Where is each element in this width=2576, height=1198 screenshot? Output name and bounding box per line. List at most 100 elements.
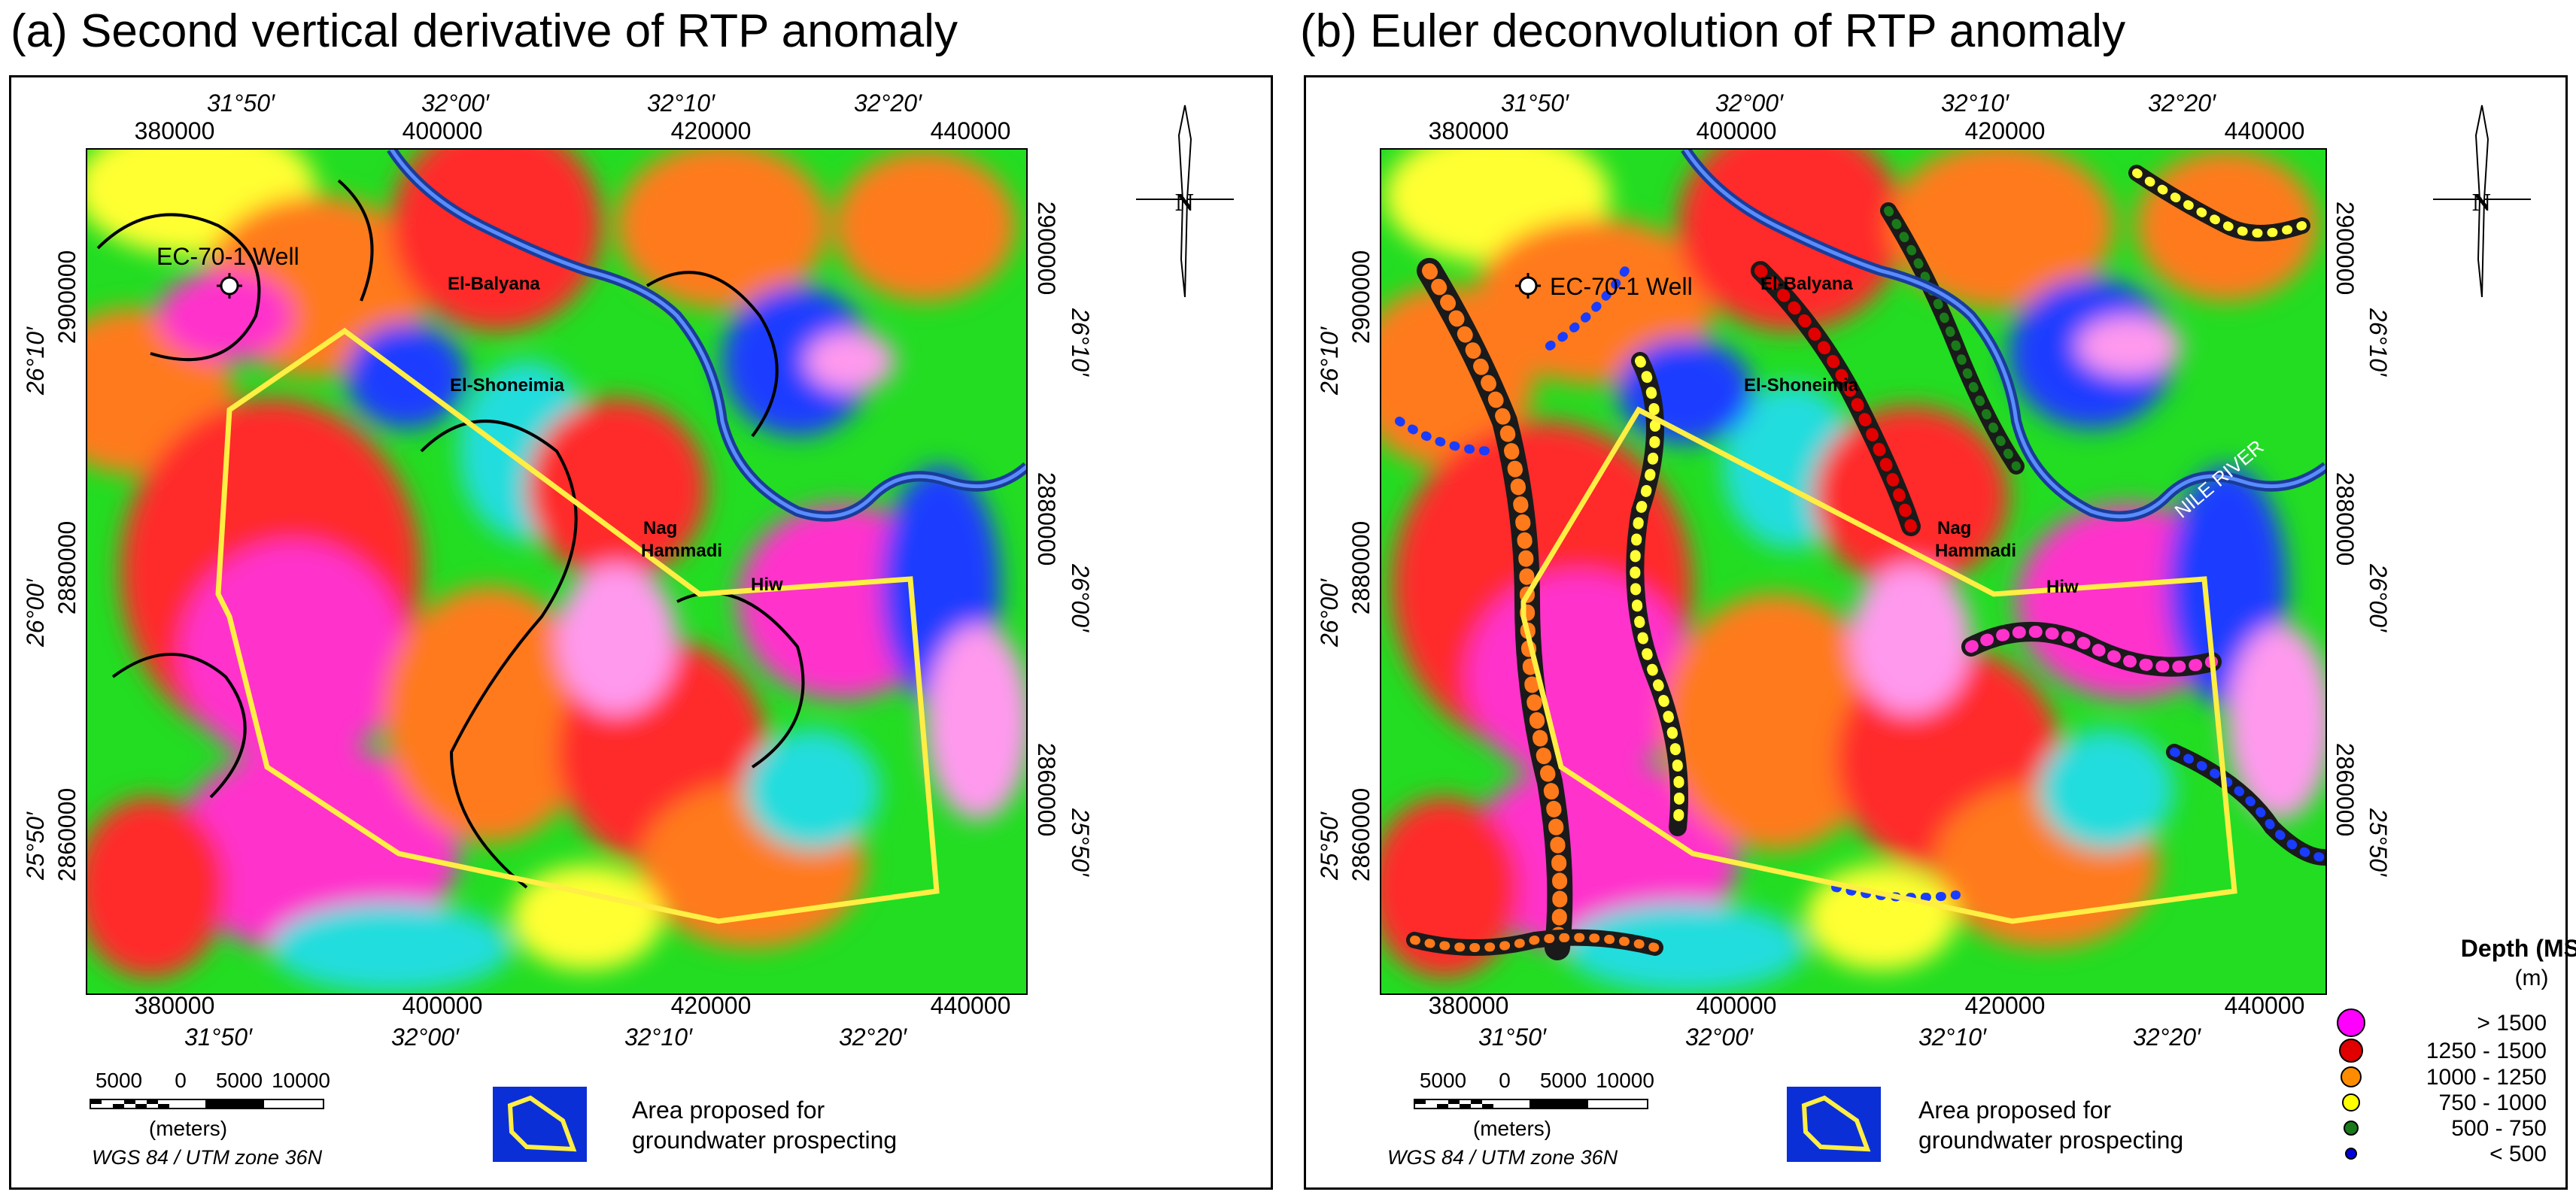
- top-lon-b-1: 31°50′: [1501, 89, 1569, 117]
- scale-b-label-2: 0: [1499, 1069, 1511, 1092]
- top-lon-b-2: 32°00′: [1715, 89, 1784, 117]
- legend-area-a-line2: groundwater prospecting: [632, 1127, 897, 1154]
- bottom-lon-b-3: 32°10′: [1918, 1024, 1987, 1051]
- scale-b-label-1: 5000: [1420, 1069, 1466, 1092]
- scale-a-label-1: 5000: [96, 1069, 142, 1092]
- well-symbol-b: [1515, 273, 1541, 299]
- bottom-lon-b-2: 32°00′: [1685, 1024, 1754, 1051]
- depth-legend-title: Depth (MSL): [2461, 935, 2576, 962]
- bottom-lon-a-4: 32°20′: [839, 1024, 907, 1051]
- bottom-east-b-4: 440000: [2225, 992, 2305, 1019]
- depth-class-4: 750 - 1000: [2439, 1090, 2547, 1115]
- euler-solutions: [1395, 165, 2326, 960]
- depth-class-6: < 500: [2489, 1142, 2547, 1166]
- left-lat-a-3: 25°50′: [22, 811, 49, 881]
- legend-area-symbol-a: [493, 1087, 587, 1162]
- legend-area-b-line1: Area proposed for: [1918, 1096, 2112, 1124]
- place-hammadi-b: Hammadi: [1935, 541, 2016, 561]
- place-balyana-b: El-Balyana: [1760, 274, 1853, 294]
- svg-text:N: N: [1175, 189, 1194, 217]
- left-north-b-3: 2860000: [1347, 788, 1375, 882]
- proposed-area-polygon-b: [1520, 406, 2237, 924]
- bottom-lon-b-4: 32°20′: [2133, 1024, 2201, 1051]
- bottom-east-a-4: 440000: [931, 992, 1011, 1019]
- right-lat-a-3: 25°50′: [1067, 808, 1094, 877]
- right-lat-b-1: 26°10′: [2365, 308, 2392, 377]
- contour-lines: [96, 179, 805, 889]
- place-hiw-b: Hiw: [2046, 577, 2079, 597]
- proposed-area-polygon-a: [215, 327, 940, 924]
- scale-a-label-4: 10000: [272, 1069, 330, 1092]
- panel-b-frame: [1304, 75, 2568, 1190]
- right-north-b-1: 2900000: [2331, 202, 2359, 296]
- bottom-east-a-3: 420000: [671, 992, 752, 1019]
- place-shoneimia-b: El-Shoneimia: [1744, 375, 1859, 396]
- bottom-lon-a-3: 32°10′: [624, 1024, 693, 1051]
- north-arrow-a-icon: N: [1136, 105, 1234, 298]
- left-lat-b-2: 26°00′: [1316, 578, 1343, 648]
- depth-class-1: > 1500: [2477, 1011, 2547, 1036]
- bottom-lon-a-1: 31°50′: [184, 1024, 253, 1051]
- bottom-east-a-1: 380000: [135, 992, 215, 1019]
- left-lat-a-2: 26°00′: [22, 578, 49, 648]
- top-lon-a-4: 32°20′: [854, 89, 922, 117]
- right-north-a-3: 2860000: [1033, 743, 1060, 837]
- top-east-a-1: 380000: [135, 117, 215, 144]
- bottom-east-b-2: 400000: [1697, 992, 1777, 1019]
- bottom-lon-b-1: 31°50′: [1478, 1024, 1547, 1051]
- anomaly-map-b: [1381, 149, 2326, 994]
- scale-b-label-3: 5000: [1540, 1069, 1587, 1092]
- panel-b-title: (b) Euler deconvolution of RTP anomaly: [1300, 5, 2126, 57]
- right-lat-a-1: 26°10′: [1067, 308, 1094, 377]
- scale-a-unit: (meters): [149, 1117, 227, 1140]
- bottom-east-b-1: 380000: [1429, 992, 1509, 1019]
- top-lon-a-2: 32°00′: [421, 89, 490, 117]
- right-lat-b-3: 25°50′: [2365, 808, 2392, 877]
- right-north-b-2: 2880000: [2331, 472, 2359, 566]
- nile-river-label: NILE RIVER: [2170, 435, 2268, 523]
- top-east-a-2: 400000: [402, 117, 483, 144]
- depth-legend-unit: (m): [2515, 966, 2549, 990]
- left-north-b-1: 2900000: [1347, 250, 1375, 344]
- right-north-a-1: 2900000: [1033, 202, 1060, 296]
- place-hammadi-a: Hammadi: [641, 541, 722, 561]
- top-east-a-4: 440000: [931, 117, 1011, 144]
- legend-area-a-line1: Area proposed for: [632, 1096, 825, 1124]
- top-east-b-1: 380000: [1429, 117, 1509, 144]
- projection-b: WGS 84 / UTM zone 36N: [1387, 1146, 1618, 1169]
- place-shoneimia-a: El-Shoneimia: [450, 375, 565, 396]
- well-label-a: EC-70-1 Well: [156, 243, 299, 270]
- well-label-b: EC-70-1 Well: [1550, 273, 1693, 300]
- top-lon-b-4: 32°20′: [2148, 89, 2216, 117]
- top-lon-a-3: 32°10′: [647, 89, 715, 117]
- right-lat-a-2: 26°00′: [1067, 563, 1094, 632]
- right-north-a-2: 2880000: [1033, 472, 1060, 566]
- well-symbol-a: [217, 273, 242, 299]
- depth-legend-symbols: [2337, 1008, 2365, 1160]
- top-east-b-2: 400000: [1697, 117, 1777, 144]
- top-lon-b-3: 32°10′: [1941, 89, 2009, 117]
- top-east-b-4: 440000: [2225, 117, 2305, 144]
- left-lat-b-3: 25°50′: [1316, 811, 1343, 881]
- scale-a-label-2: 0: [175, 1069, 187, 1092]
- north-arrow-b-icon: N: [2433, 105, 2531, 298]
- right-north-b-3: 2860000: [2331, 743, 2359, 837]
- panel-a-title: (a) Second vertical derivative of RTP an…: [11, 5, 958, 57]
- scale-b-label-4: 10000: [1596, 1069, 1654, 1092]
- left-north-a-1: 2900000: [53, 250, 80, 344]
- anomaly-map-a: [87, 149, 1027, 994]
- svg-text:N: N: [2472, 189, 2491, 217]
- place-nag-a: Nag: [643, 518, 677, 538]
- legend-area-b-line2: groundwater prospecting: [1918, 1127, 2183, 1154]
- panel-a-frame: [9, 75, 1273, 1190]
- left-lat-b-1: 26°10′: [1316, 326, 1343, 396]
- depth-class-3: 1000 - 1250: [2426, 1065, 2547, 1090]
- scale-b-unit: (meters): [1473, 1117, 1551, 1140]
- left-north-a-2: 2880000: [53, 521, 80, 615]
- bottom-east-a-2: 400000: [402, 992, 483, 1019]
- legend-area-symbol-b: [1787, 1087, 1881, 1162]
- place-balyana-a: El-Balyana: [448, 274, 540, 294]
- place-nag-b: Nag: [1937, 518, 1971, 538]
